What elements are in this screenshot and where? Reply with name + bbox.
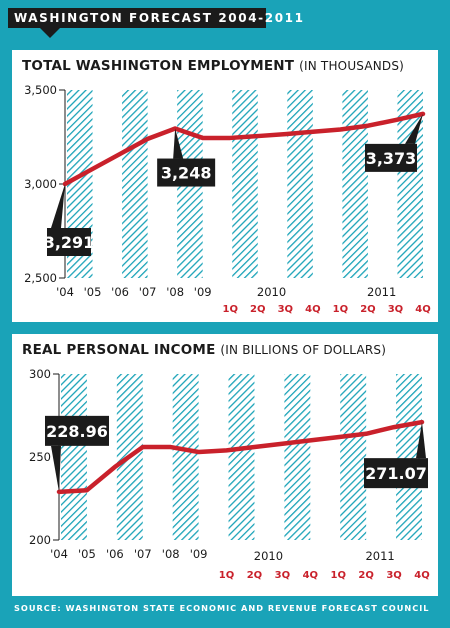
quarter-label: 3Q (386, 570, 401, 581)
callout-box (364, 458, 428, 489)
callout-label: 3,291 (44, 233, 95, 252)
stripe-band (232, 90, 258, 278)
income-panel: REAL PERSONAL INCOME (IN BILLIONS OF DOL… (12, 334, 438, 596)
x-tick-label: '09 (194, 285, 212, 299)
series-line (56, 419, 425, 495)
stripe-band (342, 90, 368, 278)
source-note: SOURCE: WASHINGTON STATE ECONOMIC AND RE… (14, 603, 430, 613)
quarter-label: 4Q (303, 570, 318, 581)
callout-pointer (405, 113, 423, 144)
x-tick-label: '09 (190, 547, 208, 561)
header: WASHINGTON FORECAST 2004-2011 (0, 0, 450, 38)
callout-box (157, 158, 216, 187)
y-tick-label: 3,500 (24, 83, 57, 97)
year-label: 2011 (367, 285, 396, 299)
quarter-label: 3Q (278, 304, 293, 315)
x-tick-label: '08 (162, 547, 180, 561)
employment-panel: TOTAL WASHINGTON EMPLOYMENT (IN THOUSAND… (12, 50, 438, 322)
callout-pointer (51, 184, 65, 228)
callout-label: 228.96 (46, 422, 108, 441)
stripe-band (122, 90, 148, 278)
x-tick-label: '07 (134, 547, 152, 561)
y-tick-label: 2,500 (24, 271, 57, 285)
income-chart: 300 250 200'04 '05 '06 '07 '08 '09 1Q 2Q 3Q 4Q 1Q 2Q 3… (29, 367, 430, 581)
callout-label: 3,248 (161, 164, 212, 183)
quarter-label: 1Q (333, 304, 348, 315)
callout-box (45, 415, 109, 446)
callout-pointer (416, 422, 426, 459)
stripe-band (228, 374, 255, 540)
chart-title: TOTAL WASHINGTON EMPLOYMENT (IN THOUSAND… (22, 58, 404, 74)
stripe-band (287, 90, 313, 278)
stripe-band (340, 374, 367, 540)
y-tick-label: 200 (29, 533, 51, 547)
quarter-label: 1Q (219, 570, 234, 581)
quarter-label: 1Q (222, 304, 237, 315)
y-tick-label: 300 (29, 367, 51, 381)
callout-pointer (51, 445, 61, 492)
quarter-label: 3Q (275, 570, 290, 581)
chart-title-main: TOTAL WASHINGTON EMPLOYMENT (22, 58, 295, 74)
x-tick-label: '05 (84, 285, 102, 299)
x-tick-label: '07 (139, 285, 157, 299)
quarter-label: 3Q (388, 304, 403, 315)
stripe-band (61, 374, 87, 540)
y-tick-label: 3,000 (24, 177, 57, 191)
year-label: 2011 (365, 549, 394, 563)
stripe-band (284, 374, 311, 540)
callout-box (365, 143, 417, 172)
quarter-label: 2Q (358, 570, 373, 581)
employment-chart: 3,500 3,000 2,500'04 '05 '06 '07 '08 '09 1Q 2Q 3Q 4… (24, 83, 431, 315)
x-tick-label: '05 (78, 547, 96, 561)
banner-notch (40, 28, 60, 38)
page-title: WASHINGTON FORECAST 2004-2011 (8, 8, 303, 28)
quarter-label: 4Q (415, 304, 430, 315)
x-tick-label: '08 (166, 285, 184, 299)
callout-box (47, 228, 91, 256)
x-tick-label: '04 (56, 285, 74, 299)
chart-title-main: REAL PERSONAL INCOME (22, 342, 216, 358)
quarter-label: 2Q (247, 570, 262, 581)
year-label: 2010 (254, 549, 283, 563)
chart-subtitle: (IN BILLIONS OF DOLLARS) (220, 343, 387, 357)
stripe-band (172, 374, 199, 540)
callout-label: 3,373 (366, 149, 417, 168)
y-tick-label: 250 (29, 450, 51, 464)
x-tick-label: '04 (50, 547, 68, 561)
callout-label: 271.07 (365, 464, 427, 483)
chart-title: REAL PERSONAL INCOME (IN BILLIONS OF DOL… (22, 342, 386, 358)
chart-subtitle: (IN THOUSANDS) (299, 59, 405, 73)
series-line (62, 111, 426, 187)
quarter-label: 2Q (360, 304, 375, 315)
quarter-label: 1Q (330, 570, 345, 581)
quarter-label: 4Q (414, 570, 429, 581)
quarter-label: 4Q (305, 304, 320, 315)
callout-pointer (173, 128, 184, 159)
x-tick-label: '06 (111, 285, 129, 299)
year-label: 2010 (257, 285, 286, 299)
x-tick-label: '06 (106, 547, 124, 561)
quarter-label: 2Q (250, 304, 265, 315)
